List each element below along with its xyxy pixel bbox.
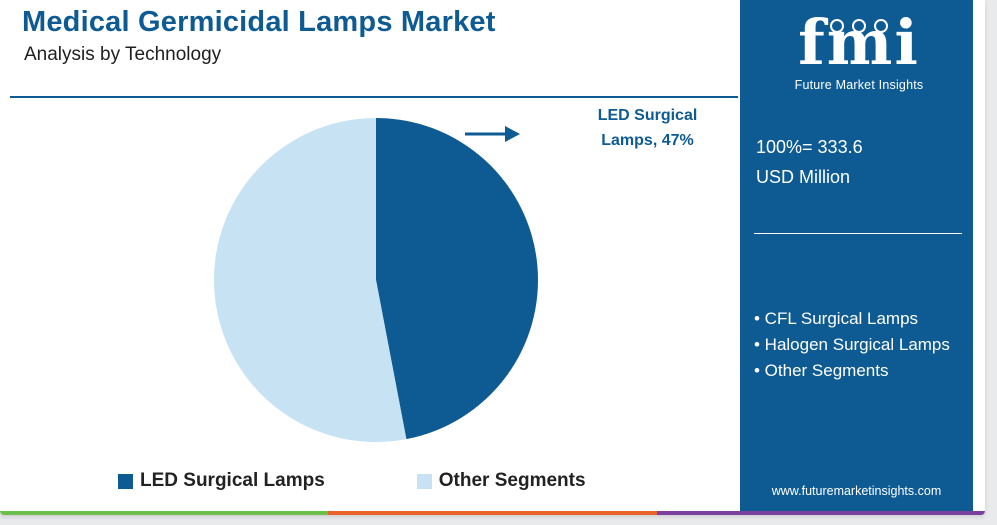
legend-swatch-led — [118, 473, 133, 489]
bottom-bar-green — [0, 511, 329, 515]
bottom-bar-orange — [328, 511, 657, 515]
pie-slice-led-surgical-lamps — [376, 118, 538, 440]
legend-item-led: LED Surgical Lamps — [118, 470, 325, 492]
pie-slices — [213, 118, 538, 442]
panel-divider — [754, 233, 962, 234]
market-total: 100%= 333.6 USD Million — [756, 132, 863, 192]
segment-item-cfl: • CFL Surgical Lamps — [754, 309, 919, 328]
logo-icons — [830, 19, 888, 33]
pie-chart — [213, 118, 538, 442]
legend-item-other: Other Segments — [416, 470, 586, 492]
slice-annotation-line2: Lamps, 47% — [601, 132, 694, 149]
page-title: Medical Germicidal Lamps Market — [22, 6, 496, 38]
legend-label-led: LED Surgical Lamps — [140, 470, 325, 491]
other-segments-list: • CFL Surgical Lamps • Halogen Surgical … — [754, 306, 964, 384]
market-total-unit: USD Million — [756, 167, 851, 187]
segment-item-halogen: • Halogen Surgical Lamps — [754, 335, 950, 354]
chart-legend: LED Surgical Lamps Other Segments — [118, 468, 586, 494]
legend-label-other: Other Segments — [438, 470, 586, 491]
callout-arrow-icon — [465, 126, 520, 142]
page-subtitle: Analysis by Technology — [24, 44, 222, 65]
logo-wordmark: fmi — [798, 6, 920, 79]
bottom-color-bar — [0, 511, 985, 515]
slice-annotation: LED Surgical Lamps, 47% — [560, 103, 735, 153]
slice-annotation-line1: LED Surgical — [597, 107, 698, 124]
info-panel: fmi Future Market Insights 100%= 333.6 U… — [740, 0, 973, 515]
segment-item-other: • Other Segments — [754, 361, 889, 380]
title-divider — [10, 96, 738, 98]
logo-tagline: Future Market Insights — [794, 78, 924, 92]
fmi-logo: fmi Future Market Insights — [774, 10, 944, 96]
legend-swatch-other — [416, 473, 432, 489]
website-url: www.futuremarketinsights.com — [771, 484, 942, 498]
pie-slice-other-segments — [213, 118, 407, 442]
chart-card: Medical Germicidal Lamps Market Analysis… — [0, 0, 985, 515]
market-total-value: 100%= 333.6 — [756, 137, 863, 157]
bottom-bar-purple — [656, 511, 985, 515]
